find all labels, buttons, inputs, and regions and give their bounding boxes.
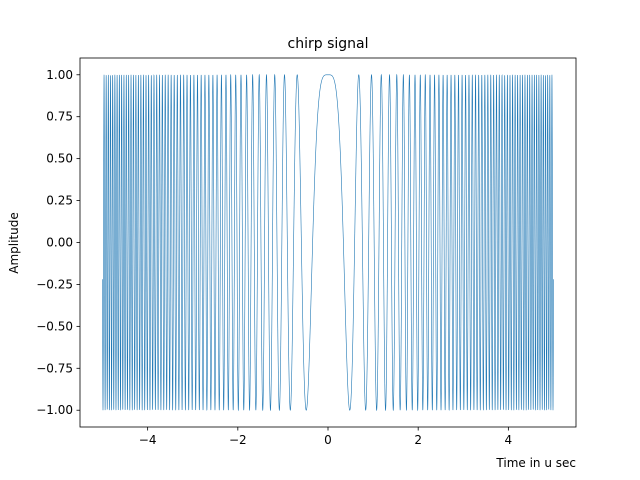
chirp-series-line xyxy=(102,73,554,412)
y-axis: −1.00 −0.75 −0.50 −0.25 0.00 0.25 0.50 0.75 1.00 xyxy=(36,68,80,417)
y-tick-label: 0.25 xyxy=(46,194,73,208)
x-tick-label: 2 xyxy=(414,433,422,447)
y-tick-label: −0.25 xyxy=(36,277,73,291)
x-axis: −4 −2 0 2 4 xyxy=(139,427,512,447)
x-tick-label: −4 xyxy=(139,433,157,447)
chart-title: chirp signal xyxy=(288,36,369,52)
plot-content xyxy=(102,73,554,412)
x-tick-label: 0 xyxy=(324,433,332,447)
y-tick-label: 0.50 xyxy=(46,152,73,166)
y-axis-label: Amplitude xyxy=(7,212,21,274)
y-tick-label: 0.00 xyxy=(46,236,73,250)
y-tick-label: −0.50 xyxy=(36,319,73,333)
y-tick-label: −0.75 xyxy=(36,361,73,375)
x-tick-label: 4 xyxy=(505,433,513,447)
y-tick-label: −1.00 xyxy=(36,403,73,417)
y-tick-label: 0.75 xyxy=(46,110,73,124)
y-tick-label: 1.00 xyxy=(46,68,73,82)
x-axis-label: Time in u sec xyxy=(495,456,576,470)
x-tick-label: −2 xyxy=(229,433,247,447)
